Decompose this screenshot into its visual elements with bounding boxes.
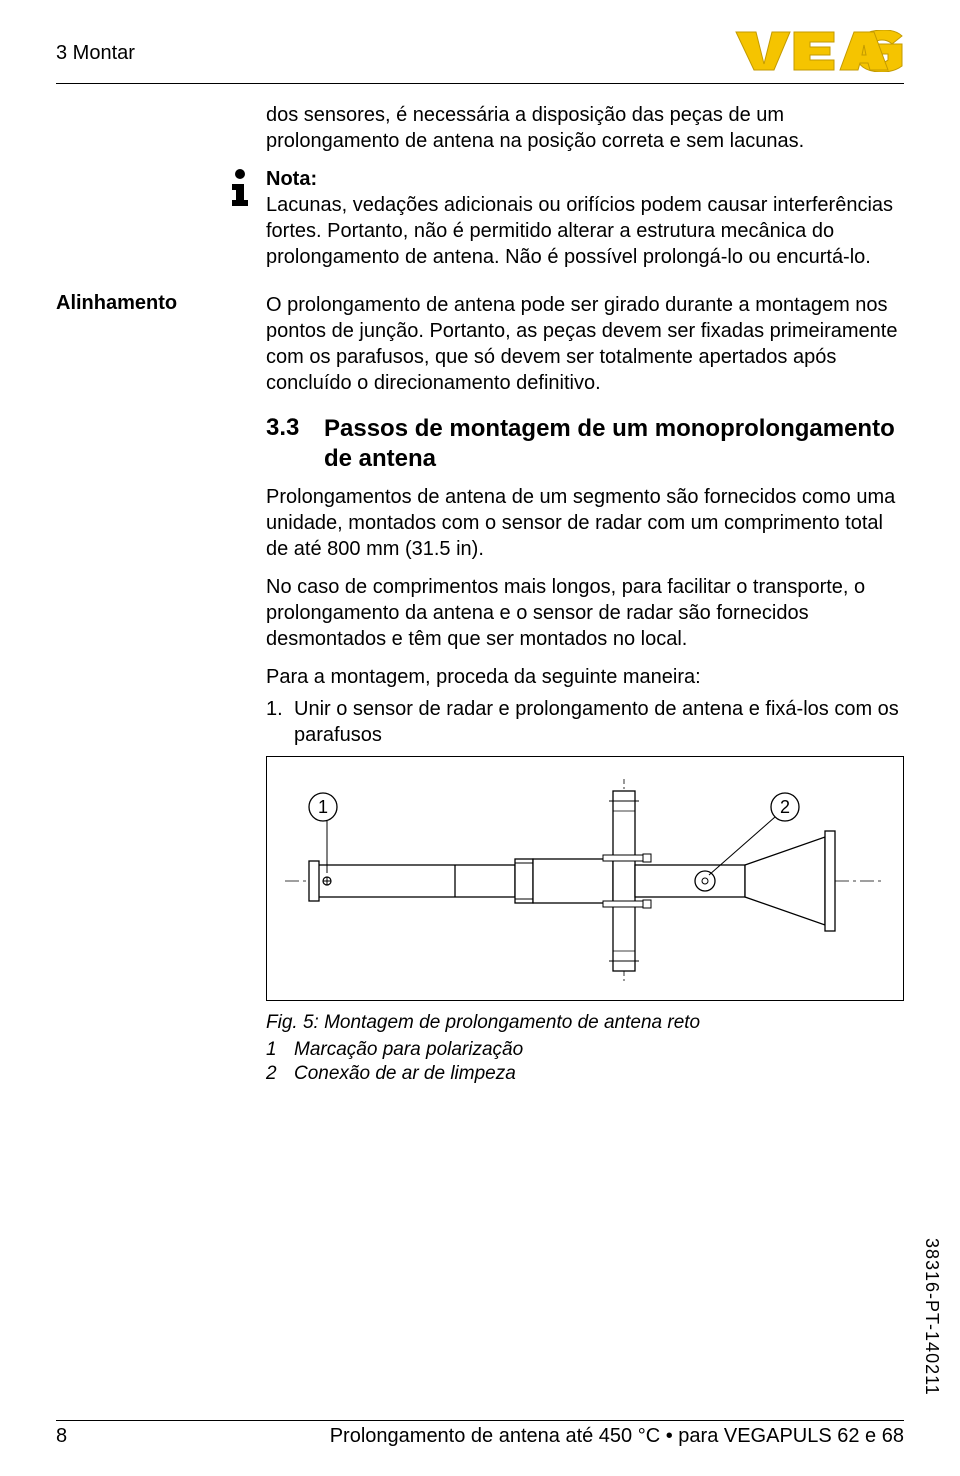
note-body: Nota: Lacunas, vedações adicionais ou or… bbox=[266, 166, 904, 270]
step-1: 1. Unir o sensor de radar e prolongament… bbox=[266, 696, 904, 748]
intro-paragraph: dos sensores, é necessária a disposição … bbox=[266, 102, 904, 154]
figure-callout-1: 1 bbox=[318, 797, 328, 817]
alignment-label: Alinhamento bbox=[56, 292, 266, 315]
header-row: 3 Montar bbox=[56, 30, 904, 77]
alignment-block: Alinhamento O prolongamento de antena po… bbox=[56, 292, 904, 1087]
figure-5-svg: 1 2 bbox=[279, 771, 891, 981]
alignment-text: O prolongamento de antena pode ser girad… bbox=[266, 292, 904, 396]
legend-2-text: Conexão de ar de limpeza bbox=[294, 1062, 904, 1087]
legend-1-num: 1 bbox=[266, 1038, 294, 1063]
legend-1: 1 Marcação para polarização bbox=[266, 1038, 904, 1063]
section-title: Passos de montagem de um monoprolongamen… bbox=[324, 414, 904, 474]
section-heading: 3 Montar bbox=[56, 42, 135, 65]
legend-1-text: Marcação para polarização bbox=[294, 1038, 904, 1063]
sec33-p2: No caso de comprimentos mais longos, par… bbox=[266, 574, 904, 652]
sec33-p1: Prolongamentos de antena de um segmento … bbox=[266, 484, 904, 562]
figure-callout-2: 2 bbox=[780, 797, 790, 817]
page: 3 Montar dos sensores, é necessária a di… bbox=[0, 0, 960, 1476]
step-1-text: Unir o sensor de radar e prolongamento d… bbox=[294, 696, 904, 748]
legend-2-num: 2 bbox=[266, 1062, 294, 1087]
right-column-intro: dos sensores, é necessária a disposição … bbox=[266, 102, 904, 166]
vega-logo bbox=[734, 30, 904, 77]
page-number: 8 bbox=[56, 1425, 67, 1448]
note-title: Nota: bbox=[266, 166, 904, 192]
note-text: Lacunas, vedações adicionais ou orifício… bbox=[266, 192, 904, 270]
content-grid: dos sensores, é necessária a disposição … bbox=[56, 102, 904, 166]
info-icon bbox=[226, 166, 260, 213]
footer-row: 8 Prolongamento de antena até 450 °C • p… bbox=[56, 1425, 904, 1448]
footer-rule bbox=[56, 1420, 904, 1421]
figure-caption: Fig. 5: Montagem de prolongamento de ant… bbox=[266, 1011, 904, 1036]
left-column bbox=[56, 102, 266, 166]
figure-5-box: 1 2 bbox=[266, 756, 904, 1001]
footer-text: Prolongamento de antena até 450 °C • par… bbox=[330, 1425, 904, 1448]
sec33-p3: Para a montagem, proceda da seguinte man… bbox=[266, 664, 904, 690]
section-3-3-heading: 3.3 Passos de montagem de um monoprolong… bbox=[266, 414, 904, 474]
left-column-alignment: Alinhamento bbox=[56, 292, 266, 1087]
note-row: Nota: Lacunas, vedações adicionais ou or… bbox=[266, 166, 904, 270]
footer: 8 Prolongamento de antena até 450 °C • p… bbox=[56, 1420, 904, 1448]
note-block: Nota: Lacunas, vedações adicionais ou or… bbox=[56, 166, 904, 284]
right-column-note: Nota: Lacunas, vedações adicionais ou or… bbox=[266, 166, 904, 284]
step-1-num: 1. bbox=[266, 696, 294, 748]
header-rule bbox=[56, 83, 904, 84]
section-number: 3.3 bbox=[266, 414, 324, 474]
right-column-alignment: O prolongamento de antena pode ser girad… bbox=[266, 292, 904, 1087]
document-code: 38316-PT-140211 bbox=[921, 1238, 942, 1396]
legend-2: 2 Conexão de ar de limpeza bbox=[266, 1062, 904, 1087]
